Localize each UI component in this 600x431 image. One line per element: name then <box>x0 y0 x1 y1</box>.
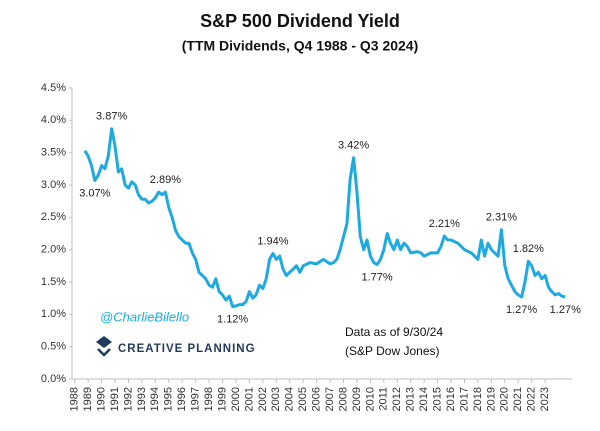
data-label: 2.21% <box>429 218 460 230</box>
data-label: 3.42% <box>338 140 369 152</box>
x-tick-label: 2003 <box>270 387 282 411</box>
x-tick-label: 2014 <box>418 387 430 411</box>
x-tick-label: 2023 <box>539 387 551 411</box>
x-tick-label: 2016 <box>445 387 457 411</box>
logo-icon <box>96 336 112 357</box>
data-label: 1.27% <box>550 304 581 316</box>
x-tick-label: 2017 <box>458 387 470 411</box>
y-tick-label: 0.5% <box>41 341 66 353</box>
x-tick-label: 2006 <box>311 387 323 411</box>
x-tick-label: 2009 <box>351 387 363 411</box>
x-tick-label: 1988 <box>69 387 81 411</box>
x-tick-label: 2004 <box>284 387 296 411</box>
x-tick-label: 2013 <box>405 387 417 411</box>
data-label: 1.12% <box>217 313 248 325</box>
x-tick-label: 1992 <box>122 387 134 411</box>
x-tick-label: 2008 <box>337 387 349 411</box>
x-tick-label: 2020 <box>499 387 511 411</box>
x-tick-label: 2012 <box>391 387 403 411</box>
y-tick-label: 3.0% <box>41 179 66 191</box>
logo-text: CREATIVE PLANNING <box>118 343 256 355</box>
x-tick-label: 2010 <box>364 387 376 411</box>
y-tick-label: 1.5% <box>41 276 66 288</box>
x-tick-label: 2001 <box>243 387 255 411</box>
x-tick-label: 2021 <box>512 387 524 411</box>
note: (S&P Dow Jones) <box>345 344 439 358</box>
data-label: 2.31% <box>486 212 517 224</box>
y-tick-label: 0.0% <box>41 373 66 385</box>
x-tick-label: 2019 <box>485 387 497 411</box>
data-label: 1.27% <box>506 304 537 316</box>
x-tick-label: 2002 <box>257 387 269 411</box>
chart-subtitle: (TTM Dividends, Q4 1988 - Q3 2024) <box>182 38 419 54</box>
x-tick-label: 1990 <box>95 387 107 411</box>
y-tick-label: 1.0% <box>41 308 66 320</box>
data-label: 3.07% <box>79 187 110 199</box>
y-tick-label: 2.5% <box>41 211 66 223</box>
x-tick-label: 1996 <box>176 387 188 411</box>
x-tick-label: 1989 <box>82 387 94 411</box>
line <box>83 127 566 309</box>
x-tick-label: 2018 <box>472 387 484 411</box>
y-tick-label: 3.5% <box>41 147 66 159</box>
x-tick-label: 1995 <box>163 387 175 411</box>
data-label: 1.94% <box>257 235 288 247</box>
x-tick-label: 1997 <box>190 387 202 411</box>
x-tick-label: 2007 <box>324 387 336 411</box>
data-label: 1.82% <box>513 243 544 255</box>
x-tick-label: 2011 <box>378 387 390 411</box>
x-tick-label: 2015 <box>431 387 443 411</box>
data-label: 2.89% <box>150 174 181 186</box>
y-tick-label: 4.5% <box>41 82 66 94</box>
x-tick-label: 1999 <box>216 387 228 411</box>
chart-title: S&P 500 Dividend Yield <box>200 11 400 31</box>
x-tick-label: 2000 <box>230 387 242 411</box>
data-label: 3.87% <box>96 111 127 123</box>
x-tick-label: 1994 <box>149 387 161 411</box>
x-tick-label: 2022 <box>526 387 538 411</box>
data-label: 1.77% <box>362 271 393 283</box>
x-tick-label: 2005 <box>297 387 309 411</box>
y-tick-label: 2.0% <box>41 244 66 256</box>
x-tick-label: 1991 <box>109 387 121 411</box>
y-tick-label: 4.0% <box>41 114 66 126</box>
x-tick-label: 1998 <box>203 387 215 411</box>
note: Data as of 9/30/24 <box>345 325 443 339</box>
x-tick-label: 1993 <box>136 387 148 411</box>
watermark: @CharlieBilello <box>100 309 189 324</box>
